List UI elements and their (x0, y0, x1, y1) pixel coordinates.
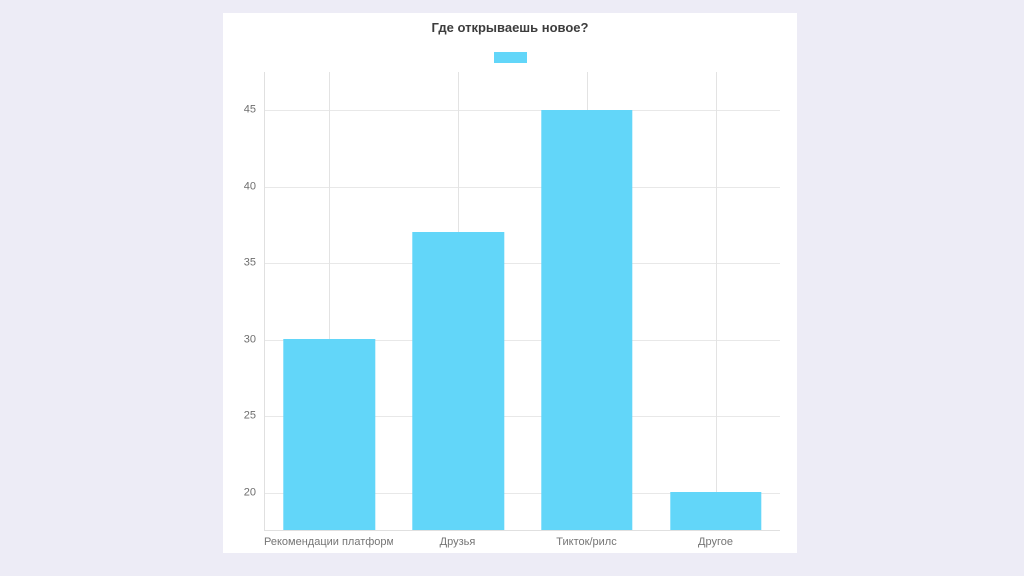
x-gridline (715, 72, 717, 530)
y-tick-label: 40 (243, 180, 256, 193)
category-label: Рекомендации платформ (264, 536, 393, 548)
legend-swatch (493, 52, 527, 63)
bar-4 (669, 491, 762, 530)
chart-legend (223, 52, 797, 63)
y-axis-line (264, 72, 265, 531)
y-gridline (265, 416, 780, 418)
y-gridline (265, 492, 780, 494)
category-label: Другое (698, 536, 733, 548)
category-label: Тикток/рилс (556, 536, 617, 548)
plot-area (264, 72, 780, 531)
y-tick-label: 25 (243, 409, 256, 422)
chart-title: Где открываешь новое? (431, 20, 589, 35)
bar-3 (541, 110, 633, 530)
bar-1 (283, 339, 376, 530)
category-slot (265, 72, 394, 530)
y-axis: 20 25 30 35 40 45 (223, 72, 259, 531)
x-axis-line (264, 530, 780, 531)
y-gridline (265, 263, 780, 265)
category-slot (394, 72, 523, 530)
y-gridline (265, 339, 780, 341)
y-tick-label: 45 (243, 103, 256, 116)
category-slot (651, 72, 780, 530)
chart-card: Где открываешь новое? 20 25 30 35 40 45 Реком… (223, 13, 797, 553)
bar-2 (412, 232, 504, 530)
y-tick-label: 20 (243, 486, 256, 499)
y-gridline (265, 110, 780, 112)
category-label: Друзья (439, 536, 476, 548)
y-tick-label: 30 (243, 333, 256, 346)
x-gridline (329, 72, 331, 530)
bars-container (265, 72, 780, 530)
y-tick-label: 35 (243, 256, 256, 269)
y-gridline (265, 186, 780, 188)
category-slot (523, 72, 652, 530)
x-axis: Рекомендации платформ Друзья Тикток/рилс Др… (264, 536, 780, 549)
